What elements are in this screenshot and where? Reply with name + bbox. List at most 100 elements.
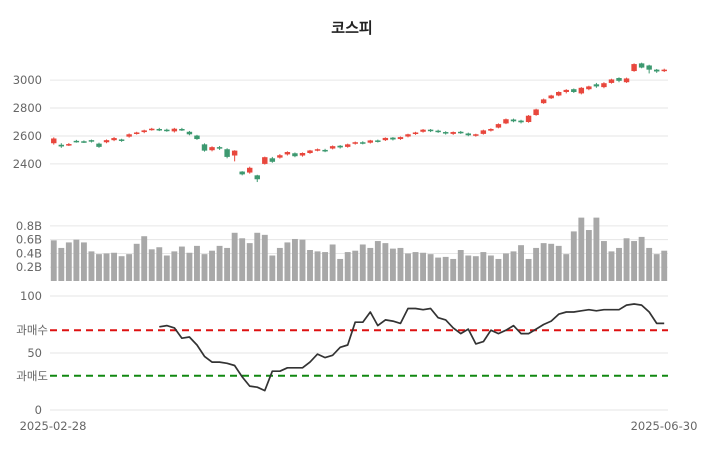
volume-bar: [224, 247, 231, 281]
candle-body: [284, 152, 291, 155]
volume-bar: [480, 252, 487, 281]
date-end-label: 2025-06-30: [631, 419, 698, 433]
candle-body: [277, 155, 283, 158]
volume-bar: [585, 230, 592, 281]
volume-bar: [269, 255, 276, 281]
candle-body: [254, 175, 260, 180]
volume-bar: [548, 243, 555, 281]
price-tick-label: 2600: [13, 129, 42, 143]
candle-body: [224, 149, 230, 157]
volume-bar: [73, 239, 80, 281]
volume-bar: [638, 236, 645, 281]
volume-bar: [359, 244, 366, 281]
candle-body: [103, 140, 110, 143]
candle-body: [450, 132, 456, 134]
candle-body: [480, 130, 487, 134]
rsi-threshold-lines: [50, 329, 668, 377]
volume-bar: [593, 217, 600, 281]
candle-body: [488, 128, 494, 131]
volume-bar: [518, 245, 524, 281]
volume-bar: [141, 236, 148, 281]
volume-bar: [631, 241, 638, 281]
candle-body: [503, 119, 509, 124]
candle-body: [352, 142, 358, 144]
candle-body: [73, 140, 80, 143]
volume-bar: [616, 247, 622, 281]
candle-body: [239, 171, 245, 175]
candle-body: [201, 144, 208, 151]
volume-bar: [646, 247, 653, 281]
volume-bar: [420, 252, 427, 281]
date-start-label: 2025-02-28: [20, 419, 87, 433]
volume-bar: [246, 243, 253, 281]
volume-bar: [171, 251, 178, 281]
volume-bar: [465, 255, 472, 281]
candle-body: [593, 84, 600, 87]
volume-bar: [412, 252, 419, 281]
volume-bar: [194, 245, 200, 281]
volume-tick-label: 0.4B: [16, 246, 42, 260]
price-tick-label: 2400: [13, 157, 42, 171]
volume-bar: [608, 251, 615, 281]
rsi-gridlines: [50, 295, 668, 411]
candle-body: [578, 87, 585, 94]
candle-body: [435, 130, 441, 133]
volume-bar: [156, 247, 163, 281]
volume-bar: [427, 254, 434, 281]
candle-body: [299, 153, 306, 156]
volume-bar: [201, 254, 208, 281]
candlestick-series: [51, 62, 667, 183]
volume-bar: [111, 252, 118, 281]
volume-bar: [65, 242, 72, 281]
volume-bar: [435, 257, 442, 281]
volume-bar: [495, 258, 502, 281]
candle-body: [510, 119, 517, 122]
volume-bar: [555, 245, 562, 281]
volume-bar: [291, 238, 298, 281]
candle-body: [661, 69, 667, 72]
volume-tick-label: 0.2B: [16, 260, 42, 274]
price-tick-labels: 2400 2600 2800 3000: [13, 73, 42, 171]
volume-bar: [133, 243, 140, 281]
volume-bar: [88, 251, 95, 281]
candle-body: [164, 129, 170, 132]
candle-body: [608, 79, 615, 83]
volume-bar: [186, 252, 193, 281]
candle-body: [382, 137, 389, 141]
volume-bar: [540, 243, 547, 281]
volume-bar: [503, 253, 509, 281]
candle-body: [307, 150, 313, 154]
volume-bar: [299, 239, 306, 281]
candle-body: [360, 142, 366, 144]
volume-bar: [450, 258, 457, 281]
volume-bar: [578, 217, 585, 281]
price-tick-label: 3000: [13, 73, 42, 87]
volume-tick-label: 0.6B: [16, 233, 42, 247]
candle-body: [548, 95, 554, 99]
volume-bar: [148, 249, 155, 281]
volume-bar: [442, 256, 449, 281]
volume-bar: [58, 247, 65, 281]
price-tick-label: 2800: [13, 101, 42, 115]
candle-body: [292, 153, 298, 157]
candle-body: [367, 140, 374, 143]
volume-bar: [178, 246, 185, 281]
candle-body: [631, 64, 637, 72]
candle-body: [51, 138, 57, 144]
volume-bar: [661, 250, 668, 281]
candle-body: [616, 78, 622, 81]
volume-bar: [103, 253, 110, 281]
rsi-tick-label: 50: [27, 346, 42, 360]
candle-body: [442, 132, 449, 134]
candle-body: [133, 132, 140, 134]
candle-body: [412, 132, 419, 135]
rsi-line: [159, 303, 665, 392]
volume-bar: [374, 241, 381, 281]
candle-body: [314, 149, 321, 151]
candle-body: [269, 158, 276, 162]
candle-body: [495, 124, 502, 128]
volume-bar: [570, 231, 577, 281]
